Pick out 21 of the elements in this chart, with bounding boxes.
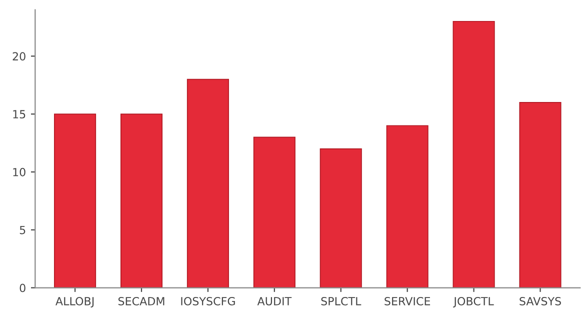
bar	[320, 148, 362, 288]
x-tick-label: IOSYSCFG	[181, 296, 235, 306]
y-tick-label: 20	[12, 52, 26, 61]
x-tick-label: AUDIT	[257, 297, 292, 306]
x-tick-label: SAVSYS	[520, 296, 561, 306]
x-tick-label: SERVICE	[384, 296, 430, 306]
bar	[54, 114, 96, 288]
bar	[186, 78, 229, 288]
bar	[386, 125, 428, 288]
y-tick-label: 0	[20, 284, 26, 292]
y-tick-label: 10	[13, 168, 26, 176]
x-tick-label: JOBCTL	[453, 296, 494, 308]
x-tick-label: ALLOBJ	[56, 296, 94, 308]
y-tick-label: 5	[20, 226, 26, 234]
bar	[253, 136, 296, 288]
bar	[519, 102, 562, 288]
bar	[452, 20, 495, 288]
y-tick-label: 15	[13, 110, 26, 118]
x-tick-label: SPLCTL	[321, 296, 362, 306]
x-tick-label: SECADM	[118, 296, 164, 306]
bar	[120, 114, 163, 288]
